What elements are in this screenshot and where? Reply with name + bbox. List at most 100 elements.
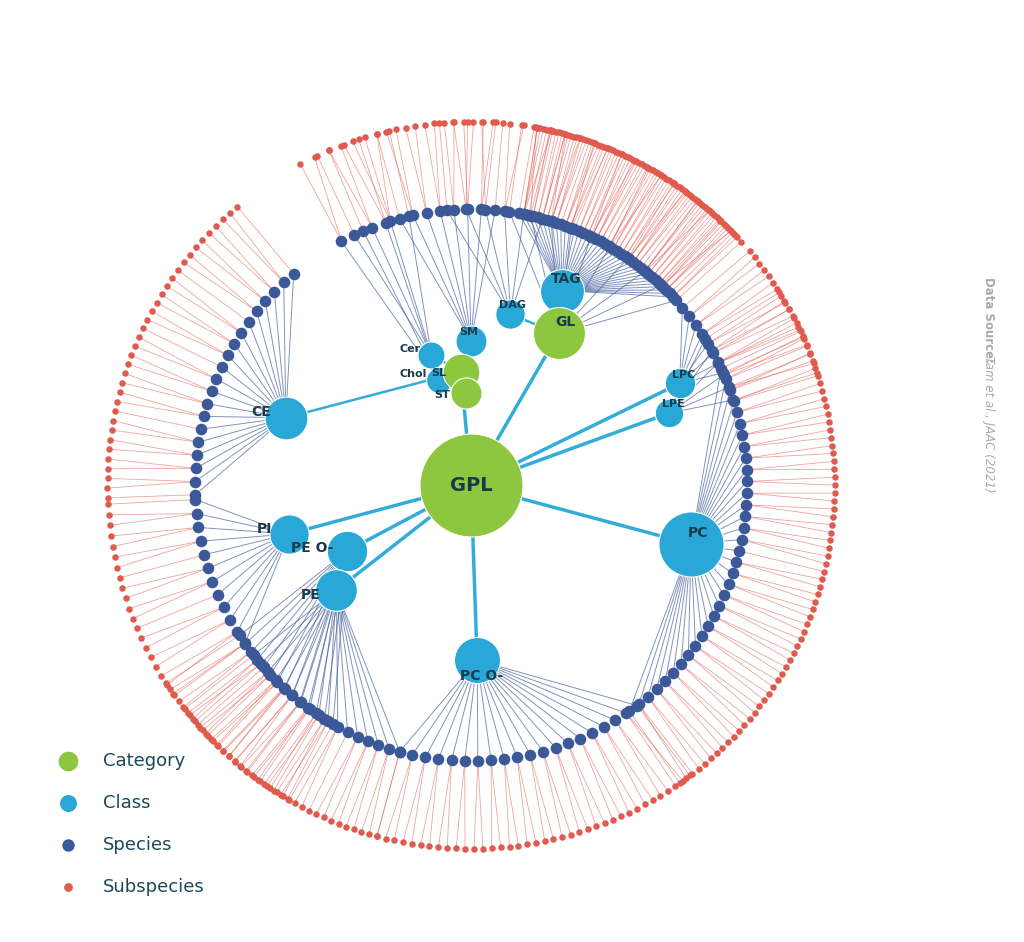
Point — [741, 711, 758, 726]
Point — [325, 717, 341, 732]
Point — [582, 134, 598, 149]
Point — [265, 783, 282, 798]
Point — [319, 714, 336, 729]
Point — [655, 170, 672, 185]
Point — [529, 210, 546, 225]
Point — [785, 645, 802, 660]
Point — [543, 214, 559, 229]
Point — [613, 246, 630, 261]
Point — [602, 141, 618, 156]
Point — [188, 506, 205, 521]
Point — [469, 653, 485, 668]
Point — [164, 270, 180, 285]
Point — [330, 720, 346, 735]
Point — [200, 397, 216, 412]
Point — [665, 289, 681, 304]
Point — [59, 754, 76, 769]
Point — [720, 735, 736, 750]
Point — [253, 657, 269, 672]
Point — [536, 122, 552, 137]
Point — [819, 407, 836, 422]
Point — [215, 600, 231, 615]
Point — [201, 225, 217, 240]
Point — [200, 728, 216, 743]
Point — [104, 539, 121, 554]
Point — [703, 205, 720, 220]
Point — [825, 454, 842, 469]
Point — [370, 738, 386, 753]
Point — [241, 315, 257, 330]
Point — [423, 348, 439, 363]
Point — [339, 544, 355, 559]
Point — [673, 657, 689, 672]
Point — [353, 824, 370, 839]
Point — [664, 174, 680, 189]
Point — [616, 148, 633, 163]
Point — [142, 650, 159, 665]
Point — [597, 236, 613, 252]
Point — [684, 189, 700, 204]
Point — [690, 761, 707, 776]
Point — [238, 763, 254, 778]
Point — [722, 382, 738, 398]
Point — [822, 422, 839, 437]
Point — [356, 130, 373, 145]
Point — [166, 688, 182, 703]
Point — [627, 154, 643, 169]
Point — [502, 204, 518, 219]
Point — [609, 244, 626, 259]
Point — [629, 257, 645, 272]
Point — [495, 116, 511, 131]
Point — [765, 679, 781, 694]
Point — [799, 617, 815, 632]
Point — [823, 430, 840, 446]
Point — [99, 462, 116, 477]
Point — [458, 202, 474, 217]
Point — [542, 122, 558, 138]
Point — [284, 688, 300, 703]
Point — [720, 220, 736, 236]
Point — [256, 659, 272, 674]
Point — [793, 324, 809, 339]
Point — [571, 824, 588, 839]
Point — [417, 750, 433, 765]
Point — [725, 392, 741, 407]
Point — [771, 284, 787, 300]
Point — [741, 244, 758, 259]
Point — [605, 241, 622, 256]
Point — [426, 116, 442, 131]
Point — [816, 391, 833, 406]
Point — [321, 143, 337, 158]
Point — [323, 813, 339, 828]
Point — [639, 159, 655, 174]
Point — [222, 205, 239, 220]
Point — [294, 800, 310, 815]
Point — [826, 485, 843, 500]
Point — [566, 129, 583, 144]
Point — [463, 333, 479, 349]
Point — [721, 380, 737, 395]
Point — [127, 338, 143, 353]
Point — [378, 124, 394, 139]
Point — [640, 160, 656, 175]
Point — [826, 494, 843, 509]
Point — [483, 840, 500, 855]
Point — [99, 490, 116, 505]
Point — [460, 202, 476, 217]
Point — [350, 132, 367, 147]
Point — [618, 706, 635, 721]
Point — [221, 749, 238, 764]
Point — [213, 359, 229, 374]
Point — [785, 311, 802, 326]
Point — [560, 736, 577, 751]
Point — [735, 521, 752, 536]
Point — [736, 717, 753, 732]
Point — [625, 254, 641, 269]
Point — [447, 841, 464, 856]
Point — [100, 508, 117, 523]
Point — [443, 753, 460, 768]
Point — [769, 673, 785, 688]
Point — [684, 766, 700, 781]
Point — [386, 833, 402, 848]
Point — [102, 528, 119, 544]
